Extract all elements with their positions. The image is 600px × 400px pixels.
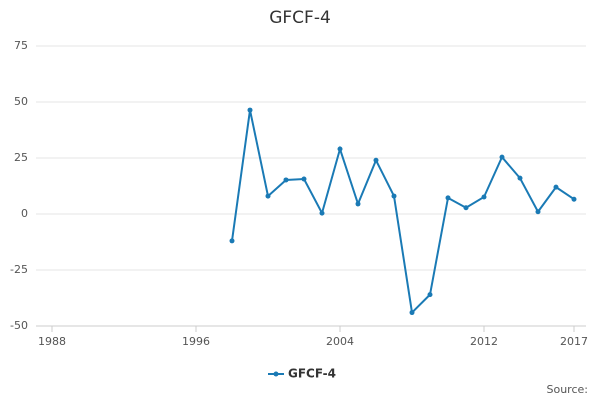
- point: [283, 177, 289, 183]
- y-tick-label: 50: [14, 95, 28, 108]
- point: [229, 238, 235, 244]
- x-tick-label: 2004: [326, 335, 354, 348]
- point: [391, 193, 397, 199]
- y-tick-label: 75: [14, 39, 28, 52]
- point: [517, 175, 523, 181]
- legend-marker: [273, 371, 279, 377]
- point: [445, 195, 451, 201]
- y-tick-label: 0: [21, 207, 28, 220]
- source: Source:: [547, 383, 589, 396]
- point: [499, 154, 505, 160]
- x-tick-label: 1996: [182, 335, 210, 348]
- y-tick-label: -50: [10, 319, 28, 332]
- point: [319, 210, 325, 216]
- x-tick-label: 2017: [560, 335, 588, 348]
- point: [301, 176, 307, 182]
- point: [373, 157, 379, 163]
- x-tick-label: 2012: [470, 335, 498, 348]
- point: [265, 193, 271, 199]
- point: [481, 194, 487, 200]
- chart-title: GFCF-4: [269, 8, 331, 28]
- point: [247, 107, 253, 113]
- x-tick-label: 1988: [38, 335, 66, 348]
- point: [427, 292, 433, 298]
- point: [535, 209, 541, 215]
- point: [553, 184, 559, 190]
- point: [463, 205, 469, 211]
- legend-label: GFCF-4: [288, 367, 336, 381]
- y-tick-label: -25: [10, 263, 28, 276]
- point: [409, 310, 415, 316]
- point: [337, 146, 343, 152]
- point: [571, 196, 577, 202]
- point: [355, 201, 361, 207]
- line: [231, 109, 575, 315]
- y-tick-label: 25: [14, 151, 28, 164]
